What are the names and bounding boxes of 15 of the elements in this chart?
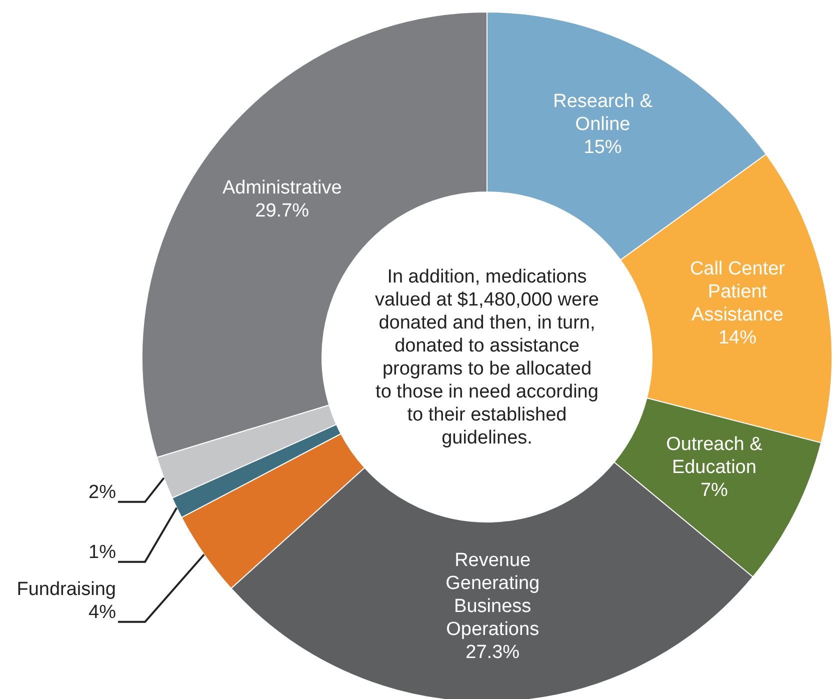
data-label: 4% (88, 602, 116, 623)
data-label: 14% (718, 328, 757, 349)
slice-label: Outreach & Education (666, 434, 763, 478)
data-label: 2% (88, 482, 116, 503)
data-label: 7% (700, 480, 728, 501)
slice-label: Call Center Patient Assistance (690, 258, 786, 326)
slice-label: Revenue Generating Business Operations (446, 550, 540, 640)
data-label: 1% (88, 542, 116, 563)
data-label: 15% (584, 136, 622, 158)
slice-label: Administrative (222, 178, 342, 199)
text: In addition, medications valued at $1,480,000 were donated and then, in turn, donated to assistance programs to be allocated to those in need according to their established guidelines. (375, 266, 599, 448)
data-label: 29.7% (255, 200, 310, 222)
slice-label: Fundraising (16, 578, 116, 600)
slice-label: Research & Online (553, 90, 653, 135)
data-label: 27.3% (466, 642, 520, 663)
